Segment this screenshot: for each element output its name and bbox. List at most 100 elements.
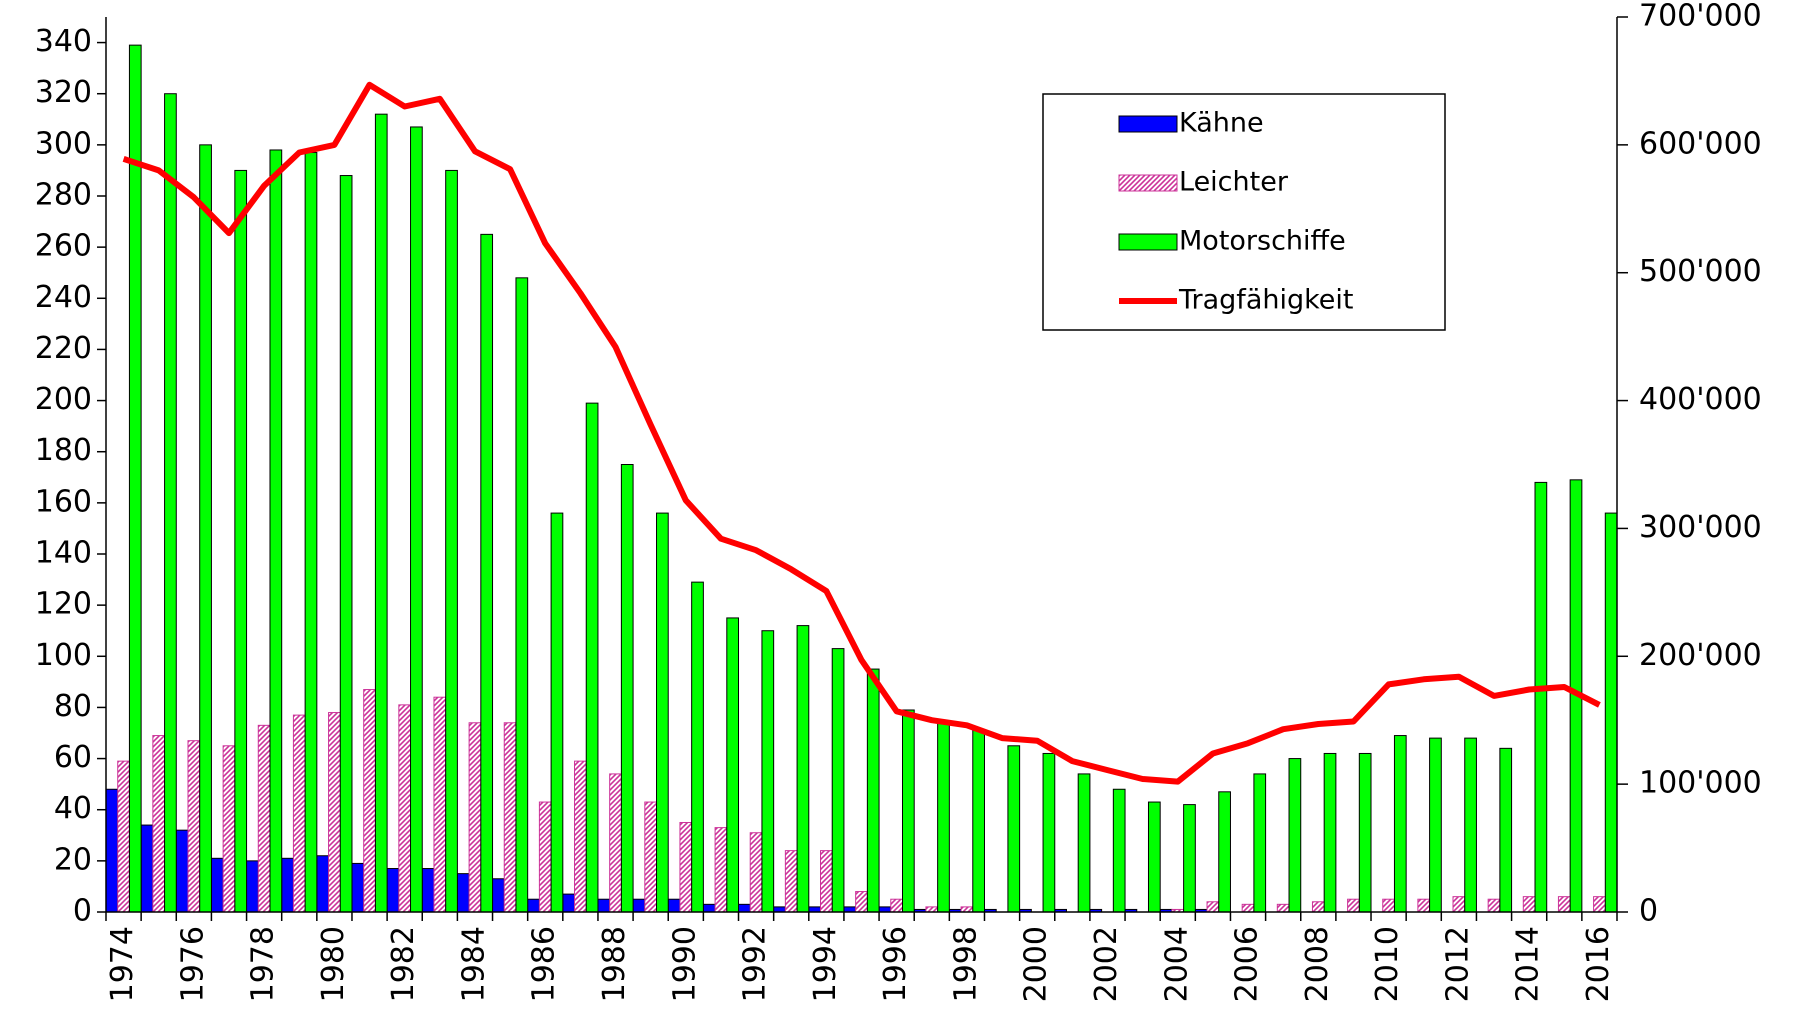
bar (445, 169, 458, 913)
bar (773, 906, 786, 913)
bar (937, 722, 950, 913)
bar (398, 704, 412, 913)
bar (632, 898, 646, 913)
bar (1429, 737, 1442, 913)
bar (1604, 512, 1618, 913)
y-tick-label: 40 (54, 791, 92, 826)
bar (901, 709, 915, 913)
bar (316, 855, 330, 913)
bar (456, 873, 470, 913)
bar (468, 722, 482, 913)
bar (304, 152, 318, 913)
x-tick-label: 1982 (386, 926, 421, 1002)
x-tick-label: 2012 (1440, 926, 1475, 1002)
y2-tick-label: 500'000 (1639, 254, 1762, 289)
y-tick-label: 340 (35, 24, 92, 59)
bar (796, 625, 810, 913)
bar (1347, 898, 1360, 913)
x-tick-label: 2002 (1089, 926, 1124, 1002)
bar (1593, 896, 1606, 913)
x-tick-label: 1980 (316, 926, 351, 1002)
bar (328, 712, 341, 913)
y-tick-label: 260 (35, 229, 92, 264)
bar (972, 729, 985, 913)
bar (866, 668, 880, 913)
bar (421, 868, 435, 913)
bar (831, 648, 845, 913)
bar (878, 906, 892, 913)
x-tick-label: 1998 (948, 926, 983, 1002)
bar (292, 714, 306, 913)
x-tick-label: 1992 (738, 926, 773, 1002)
bar (164, 93, 177, 913)
legend-label: Motorschiffe (1179, 226, 1346, 257)
bar (281, 857, 294, 913)
bar (1557, 896, 1571, 913)
bar (1183, 804, 1196, 913)
bar (222, 745, 236, 913)
x-tick-label: 1974 (105, 926, 140, 1002)
bar (1218, 791, 1231, 913)
bar (374, 113, 388, 913)
bar (1499, 747, 1513, 913)
bar (1077, 773, 1091, 913)
bar (820, 850, 833, 913)
legend-box (1042, 93, 1446, 331)
bar (515, 277, 529, 913)
bar (527, 898, 540, 913)
bar (1534, 481, 1548, 913)
bar (386, 868, 400, 913)
bar (890, 898, 903, 913)
bar (855, 891, 868, 913)
bar (199, 144, 212, 913)
bar (1311, 901, 1325, 913)
bar (410, 126, 423, 913)
legend-label: Kähne (1179, 108, 1264, 139)
bar (550, 512, 564, 913)
bar (702, 903, 716, 913)
x-tick-label: 2006 (1230, 926, 1265, 1002)
y-tick-label: 240 (35, 280, 92, 315)
bar (246, 860, 259, 913)
bar (234, 169, 248, 913)
x-tick-label: 1994 (808, 926, 843, 1002)
bar (597, 898, 611, 913)
bar (492, 878, 505, 913)
bar (175, 829, 189, 913)
bar (187, 740, 201, 913)
bar (1206, 901, 1220, 913)
bar (609, 773, 622, 913)
bar (1042, 752, 1056, 913)
bar (714, 827, 728, 913)
x-tick-label: 2008 (1300, 926, 1335, 1002)
y-tick-label: 60 (54, 740, 92, 775)
bar (1112, 788, 1126, 913)
y-tick-label: 20 (54, 842, 92, 877)
legend: Kähne Leichter Motorschiffe Tragfähigkeit (1042, 93, 1446, 331)
bar (691, 581, 704, 913)
bar (620, 464, 634, 913)
bar (1417, 898, 1431, 913)
y-tick-label: 200 (35, 382, 92, 417)
bar (1253, 773, 1267, 913)
x-tick-label: 2004 (1159, 926, 1194, 1002)
bar (784, 850, 798, 913)
bar (538, 801, 552, 913)
bar (1323, 752, 1337, 913)
y-tick-label: 300 (35, 126, 92, 161)
line-series (122, 81, 1601, 785)
y-tick-label: 220 (35, 331, 92, 366)
bar (843, 906, 857, 913)
bar (210, 857, 224, 913)
bar (1241, 903, 1255, 913)
y-tick-label: 120 (35, 587, 92, 622)
bar (1007, 745, 1021, 913)
bar (1452, 896, 1466, 913)
bar (1288, 758, 1302, 913)
bar (269, 149, 283, 913)
bar (140, 824, 154, 913)
x-tick-label: 1984 (456, 926, 491, 1002)
bar (503, 722, 517, 913)
